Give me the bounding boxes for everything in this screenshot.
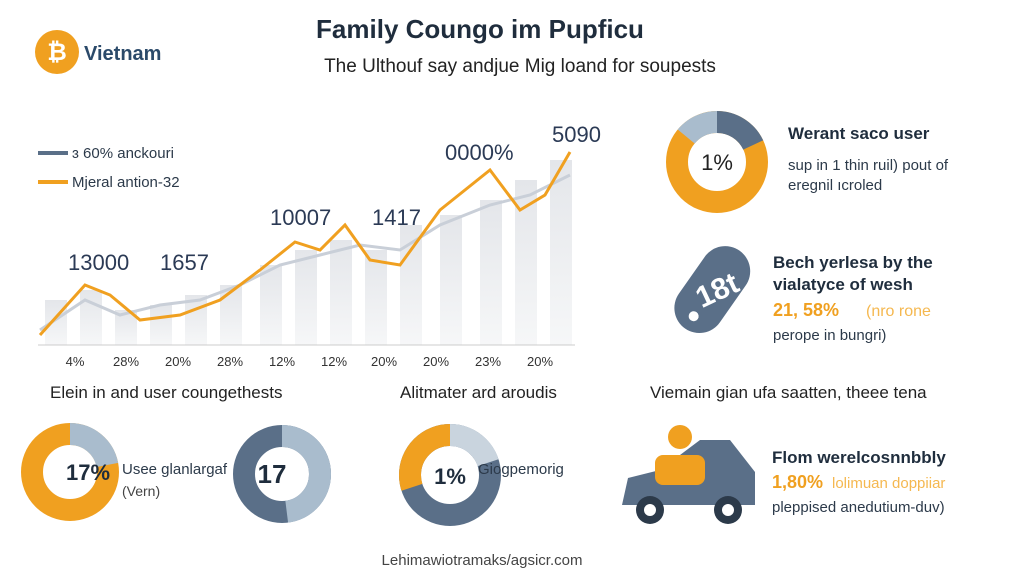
line-secondary bbox=[39, 173, 571, 332]
title: Family Coungo im Pupficu bbox=[316, 14, 644, 44]
car-highlight: 1,80% bbox=[772, 472, 823, 492]
x-label: 12% bbox=[321, 354, 347, 369]
annotation: 13000 bbox=[68, 250, 129, 275]
section-heading: Alitmater ard aroudis bbox=[400, 383, 557, 402]
x-label: 4% bbox=[66, 354, 85, 369]
logo-icon: ₿ bbox=[47, 39, 67, 66]
stat-heading: Bech yerlesa by the bbox=[773, 253, 933, 272]
x-label: 28% bbox=[113, 354, 139, 369]
tag bbox=[674, 246, 751, 334]
annotation: 10007 bbox=[270, 205, 331, 230]
stat-line: sup in 1 thin ruil) pout of bbox=[788, 157, 949, 174]
x-labels: 4% 28% 20% 28% 12% 12% 20% 20% 23% 20% bbox=[66, 354, 554, 369]
x-label: 28% bbox=[217, 354, 243, 369]
stat-heading: vialatyce of wesh bbox=[773, 275, 913, 294]
annotation: 1417 bbox=[372, 205, 421, 230]
donut bbox=[399, 424, 501, 526]
legend-item: Mjeral antion-32 bbox=[72, 174, 180, 191]
stat-line: perope in bungri) bbox=[773, 327, 886, 344]
donut-label: 1% bbox=[701, 150, 733, 175]
car-heading: Flom werelcosnnbbly bbox=[772, 448, 946, 467]
donut-text: Giogpemorig bbox=[478, 461, 564, 478]
annotation: 5090 bbox=[552, 122, 601, 147]
logo-name: Vietnam bbox=[84, 43, 161, 65]
donut bbox=[233, 425, 331, 523]
donut-text: Usee glanlargaf bbox=[122, 461, 228, 478]
stat-heading: Werant saco user bbox=[788, 124, 930, 143]
stat-line: eregnil ıcroled bbox=[788, 177, 882, 194]
annotation: 1657 bbox=[160, 250, 209, 275]
car-line: pleppised anedutium-duv) bbox=[772, 499, 945, 516]
line-chart-bars bbox=[45, 160, 572, 345]
donut-top bbox=[666, 111, 768, 213]
x-label: 20% bbox=[165, 354, 191, 369]
subtitle: The Ulthouf say andjue Mig loand for sou… bbox=[324, 56, 716, 77]
footer: Lehimawiotramaks/agsicr.com bbox=[382, 552, 583, 569]
x-label: 20% bbox=[423, 354, 449, 369]
donut-label: 1% bbox=[434, 464, 466, 489]
car-icon bbox=[622, 425, 755, 524]
donut bbox=[21, 423, 119, 521]
line-primary bbox=[38, 151, 572, 337]
logo-badge bbox=[35, 30, 79, 74]
section-heading: Elein in and user coungethests bbox=[50, 383, 283, 402]
x-label: 12% bbox=[269, 354, 295, 369]
section-heading: Viemain gian ufa saatten, theee tena bbox=[650, 383, 927, 402]
donut-label: 17% bbox=[66, 460, 110, 485]
x-label: 20% bbox=[371, 354, 397, 369]
donut-label: 17 bbox=[258, 459, 287, 489]
stat-highlight-note: (nro rone bbox=[866, 303, 931, 320]
x-label: 23% bbox=[475, 354, 501, 369]
car-highlight-note: lolimuan doppiiar bbox=[832, 475, 945, 492]
annotation: 0000% bbox=[445, 140, 514, 165]
stat-highlight: 21, 58% bbox=[773, 300, 839, 320]
legend-item: ɜ 60% anckouri bbox=[72, 145, 174, 162]
donut-text: (Vern) bbox=[122, 483, 160, 499]
x-label: 20% bbox=[527, 354, 553, 369]
